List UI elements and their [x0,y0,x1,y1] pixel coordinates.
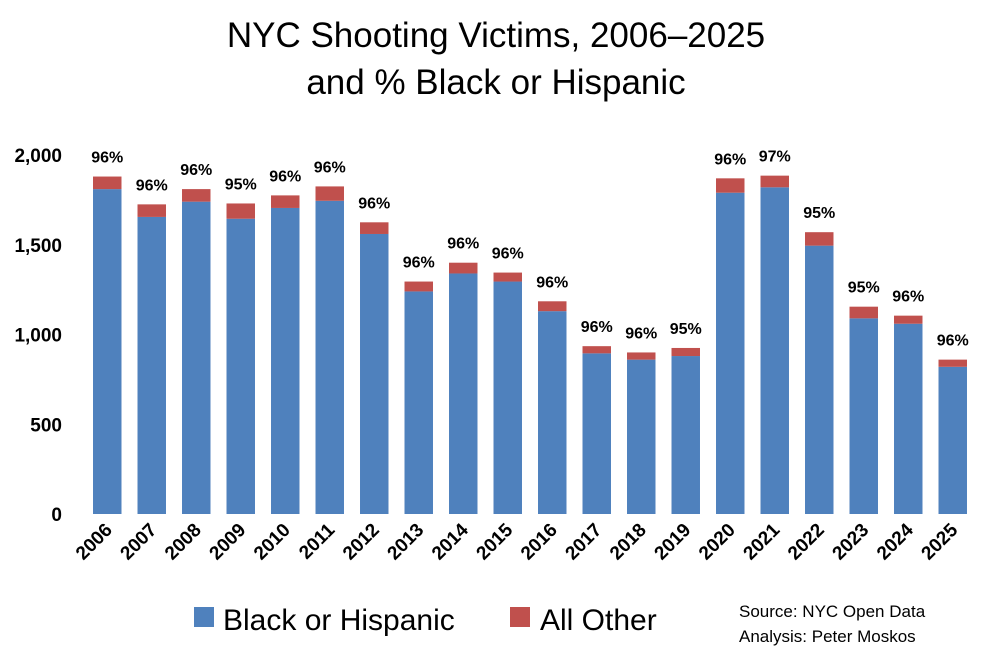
x-tick-label: 2020 [695,520,740,565]
percent-label: 96% [714,151,746,168]
bar-black-or-hispanic [137,216,166,515]
bar-black-or-hispanic [538,311,567,514]
bar-all-other [315,186,344,201]
x-axis: 2006 2007 2008 2009 2010 2011 2012 2013 2014 2015… [72,519,963,564]
x-tick-label: 2008 [161,520,206,565]
bar-all-other [360,222,389,234]
percent-label: 95% [803,205,835,222]
analysis-line: Analysis: Peter Moskos [739,627,916,646]
x-tick-label: 2006 [72,520,117,565]
bar-black-or-hispanic [627,359,656,514]
percent-label: 96% [625,325,657,342]
x-tick-label: 2017 [562,520,607,565]
chart-title-line-1: NYC Shooting Victims, 2006–2025 [227,16,765,55]
percent-label: 96% [581,319,613,336]
percent-label: 96% [892,289,924,306]
chart-title-line-2: and % Black or Hispanic [306,63,685,102]
bar-black-or-hispanic [805,245,834,514]
x-tick-label: 2007 [117,520,162,565]
bar-black-or-hispanic [938,366,967,514]
bar-black-or-hispanic [760,187,789,514]
bar-all-other [849,306,878,319]
percent-label: 96% [269,168,301,185]
percent-labels: 96% 96% 96% 95% 96% 96% 96% 96% 96% 96% 96% 96% 96% 9… [91,149,969,350]
legend: Black or Hispanic All Other [194,604,657,637]
bar-all-other [671,347,700,357]
legend-swatch-black-or-hispanic [194,607,214,627]
bar-all-other [493,272,522,282]
bar-black-or-hispanic [716,192,745,514]
percent-label: 96% [492,246,524,263]
x-tick-label: 2014 [428,519,473,564]
percent-label: 96% [937,333,969,350]
bar-all-other [93,176,122,190]
bar-all-other [938,359,967,367]
percent-label: 96% [403,255,435,272]
bar-black-or-hispanic [449,273,478,514]
bar-black-or-hispanic [360,233,389,515]
bar-black-or-hispanic [226,218,255,514]
percent-label: 97% [759,149,791,166]
bar-black-or-hispanic [93,189,122,515]
percent-label: 95% [670,321,702,338]
bar-all-other [182,189,211,202]
bar-all-other [449,262,478,274]
bar-black-or-hispanic [271,207,300,514]
bar-all-other [582,346,611,354]
legend-label-all-other: All Other [540,604,657,637]
bar-black-or-hispanic [404,291,433,514]
x-tick-label: 2013 [384,520,429,565]
bar-all-other [716,178,745,193]
y-tick-label: 2,000 [14,146,62,167]
percent-label: 96% [136,177,168,194]
bar-all-other [226,203,255,219]
percent-label: 96% [536,274,568,291]
y-tick-label: 1,500 [14,236,62,257]
y-tick-label: 0 [51,505,62,526]
bar-all-other [137,204,166,217]
x-tick-label: 2018 [606,520,651,565]
bar-black-or-hispanic [849,318,878,514]
bar-all-other [805,232,834,246]
bars [93,175,967,515]
percent-label: 96% [447,236,479,253]
x-tick-label: 2022 [784,520,829,565]
bar-black-or-hispanic [671,356,700,514]
bar-black-or-hispanic [493,281,522,514]
bar-black-or-hispanic [315,200,344,514]
x-tick-label: 2015 [473,519,518,564]
y-tick-label: 500 [30,415,62,436]
bar-all-other [760,175,789,188]
bar-all-other [404,281,433,292]
bar-all-other [627,352,656,360]
x-tick-label: 2019 [651,520,696,565]
x-tick-label: 2021 [740,519,785,564]
x-tick-label: 2016 [517,520,562,565]
bar-all-other [894,315,923,324]
legend-label-black-or-hispanic: Black or Hispanic [223,604,455,637]
percent-label: 95% [225,176,257,193]
percent-label: 96% [314,159,346,176]
x-tick-label: 2012 [339,520,384,565]
bar-black-or-hispanic [182,201,211,515]
percent-label: 96% [91,150,123,167]
percent-label: 95% [848,280,880,297]
source-line: Source: NYC Open Data [739,602,926,621]
x-tick-label: 2010 [250,520,295,565]
y-axis: 0 500 1,000 1,500 2,000 [14,146,62,526]
x-tick-label: 2024 [873,519,918,564]
y-tick-label: 1,000 [14,326,62,347]
bar-all-other [538,301,567,312]
x-tick-label: 2023 [829,520,874,565]
legend-swatch-all-other [510,607,530,627]
x-tick-label: 2025 [918,519,963,564]
percent-label: 96% [358,195,390,212]
x-tick-label: 2009 [206,520,251,565]
bar-black-or-hispanic [894,323,923,514]
bar-all-other [271,195,300,208]
x-tick-label: 2011 [295,519,339,563]
percent-label: 96% [180,162,212,179]
bar-black-or-hispanic [582,353,611,514]
